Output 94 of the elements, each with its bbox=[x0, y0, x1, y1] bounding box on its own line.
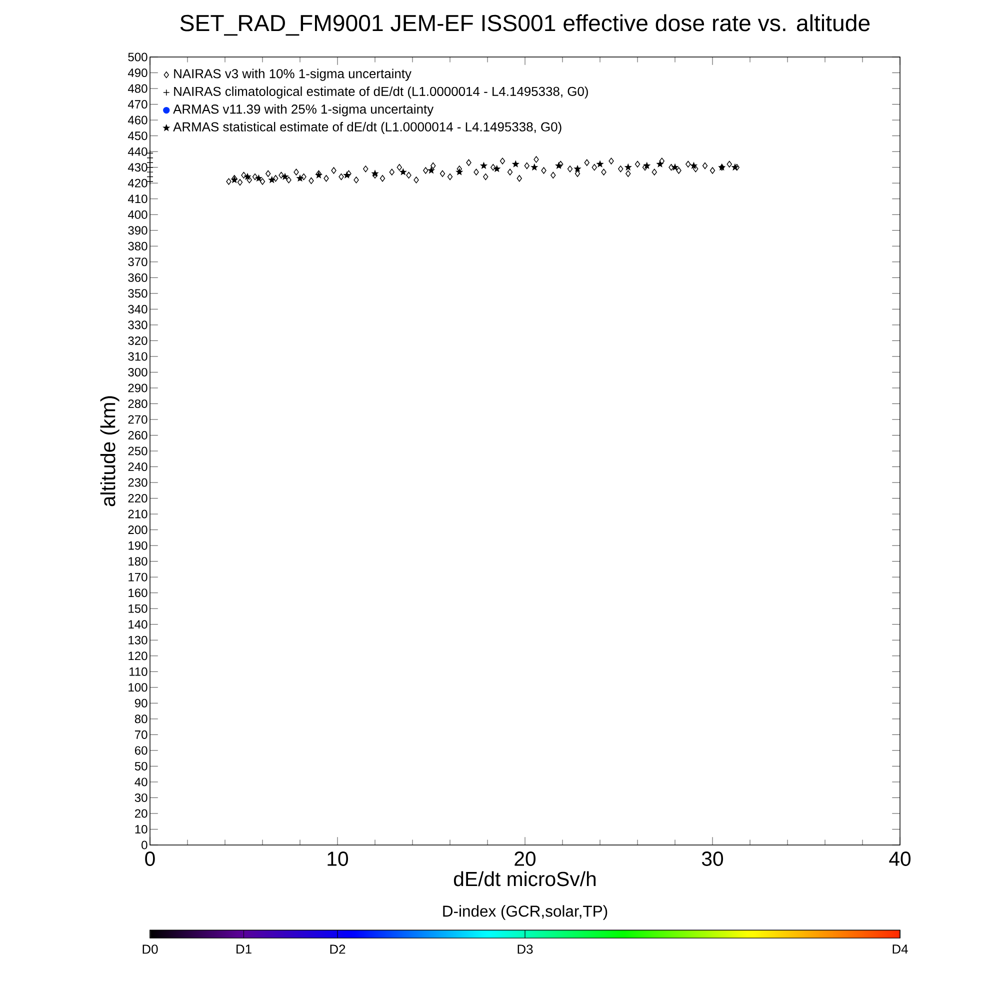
y-tick-label: 270 bbox=[128, 415, 148, 424]
y-tick-label: 370 bbox=[128, 258, 148, 266]
y-tick-label: 500 bbox=[128, 52, 148, 62]
point bbox=[456, 168, 463, 175]
y-tick-label: 140 bbox=[128, 620, 148, 629]
y-tick-label: 170 bbox=[128, 572, 148, 582]
y-tick-label: 410 bbox=[128, 194, 148, 204]
x-tick-label: 30 bbox=[702, 852, 724, 866]
legend-label: NAIRAS climatological estimate of dE/dt (L1.0000014 - L4.1495338, G0) bbox=[174, 86, 588, 99]
y-tick-label: 20 bbox=[135, 809, 148, 818]
y-tick-label: 480 bbox=[128, 84, 148, 93]
legend-label: ARMAS v11.39 with 25% 1-sigma uncertainty bbox=[173, 104, 434, 116]
point bbox=[556, 162, 562, 169]
point bbox=[282, 173, 288, 180]
y-tick-label: 230 bbox=[128, 478, 148, 487]
y-tick-label: 330 bbox=[128, 320, 148, 330]
y-tick-label: 30 bbox=[134, 793, 148, 802]
point bbox=[146, 168, 154, 176]
y-tick-label: 40 bbox=[134, 778, 148, 786]
y-tick-label: 190 bbox=[128, 541, 148, 550]
point bbox=[146, 173, 154, 180]
y-tick-label: 110 bbox=[130, 667, 148, 676]
y-tick-label: 130 bbox=[128, 636, 148, 644]
y-tick-label: 120 bbox=[128, 652, 148, 660]
y-tick-label: 0 bbox=[142, 840, 148, 850]
y-tick-label: 340 bbox=[128, 304, 148, 314]
y-tick-label: 250 bbox=[128, 446, 148, 456]
point bbox=[146, 159, 154, 166]
chart-title: SET_RAD_FM9001 JEM-EF ISS001 effective dose rate vs. altitude bbox=[180, 14, 870, 36]
y-tick-label: 360 bbox=[128, 273, 148, 282]
y-tick-label: 290 bbox=[128, 384, 148, 392]
y-tick-label: 160 bbox=[128, 588, 148, 598]
point bbox=[732, 164, 738, 170]
y-tick-label: 90 bbox=[134, 698, 148, 708]
x-tick-label: 40 bbox=[889, 852, 911, 866]
y-tick-label: 470 bbox=[128, 100, 148, 109]
x-axis-title: dE/dt microSv/h bbox=[454, 871, 596, 886]
y-axis-title: altitude (km) bbox=[100, 396, 120, 506]
y-tick-label: 200 bbox=[128, 526, 148, 534]
y-tick-label: 210 bbox=[128, 510, 148, 518]
y-tick-label: 300 bbox=[128, 368, 148, 376]
point bbox=[644, 162, 650, 169]
y-tick-label: 10 bbox=[135, 824, 148, 834]
y-tick-label: 400 bbox=[128, 210, 148, 219]
legend-label: ARMAS statistical estimate of dE/dt (L1.0000014 - L4.1495338, G0) bbox=[173, 122, 562, 134]
x-tick-label: 20 bbox=[514, 852, 536, 866]
color-bar-label: D0 bbox=[142, 944, 158, 954]
y-tick-label: 240 bbox=[128, 462, 148, 472]
point bbox=[480, 162, 487, 169]
point bbox=[512, 160, 519, 167]
x-tick-label: 10 bbox=[328, 852, 348, 866]
y-tick-label: 440 bbox=[128, 147, 148, 156]
point bbox=[574, 166, 581, 172]
y-tick-label: 350 bbox=[128, 289, 148, 298]
y-tick-label: 450 bbox=[128, 132, 148, 140]
y-tick-label: 430 bbox=[128, 163, 148, 172]
point bbox=[372, 170, 378, 176]
y-tick-label: 420 bbox=[128, 178, 148, 188]
y-tick-label: 390 bbox=[128, 226, 148, 235]
y-tick-label: 100 bbox=[128, 683, 148, 692]
point bbox=[344, 172, 350, 178]
point bbox=[296, 175, 304, 182]
point bbox=[244, 173, 251, 180]
y-tick-label: 260 bbox=[128, 431, 148, 440]
point bbox=[146, 154, 154, 162]
y-tick-label: 460 bbox=[128, 116, 148, 124]
point bbox=[672, 164, 678, 170]
point bbox=[531, 164, 538, 170]
y-tick-label: 80 bbox=[134, 714, 148, 724]
color-bar-title: D-index (GCR,solar,TP) bbox=[443, 905, 608, 920]
y-tick-label: 220 bbox=[128, 494, 148, 503]
y-tick-label: 70 bbox=[135, 730, 148, 739]
color-bar-label: D2 bbox=[330, 944, 346, 954]
y-tick-label: 150 bbox=[128, 604, 148, 613]
point bbox=[596, 160, 604, 167]
color-bar-label: D3 bbox=[518, 944, 533, 954]
point bbox=[656, 160, 664, 167]
point bbox=[690, 162, 697, 169]
point bbox=[428, 167, 434, 174]
point bbox=[494, 166, 500, 172]
color-bar-label: D4 bbox=[892, 944, 908, 954]
y-tick-label: 310 bbox=[128, 352, 148, 361]
y-tick-label: 490 bbox=[128, 68, 148, 78]
y-tick-label: 320 bbox=[128, 336, 148, 345]
color-bar-label: D1 bbox=[236, 944, 252, 954]
point bbox=[268, 176, 276, 183]
point bbox=[400, 168, 406, 175]
point bbox=[624, 164, 632, 170]
y-tick-label: 50 bbox=[134, 762, 148, 770]
legend-label: NAIRAS v3 with 10% 1-sigma uncertainty bbox=[174, 68, 412, 81]
y-tick-label: 60 bbox=[135, 746, 148, 755]
y-tick-label: 180 bbox=[128, 557, 148, 566]
y-tick-label: 280 bbox=[128, 399, 148, 408]
y-tick-label: 380 bbox=[128, 242, 148, 250]
